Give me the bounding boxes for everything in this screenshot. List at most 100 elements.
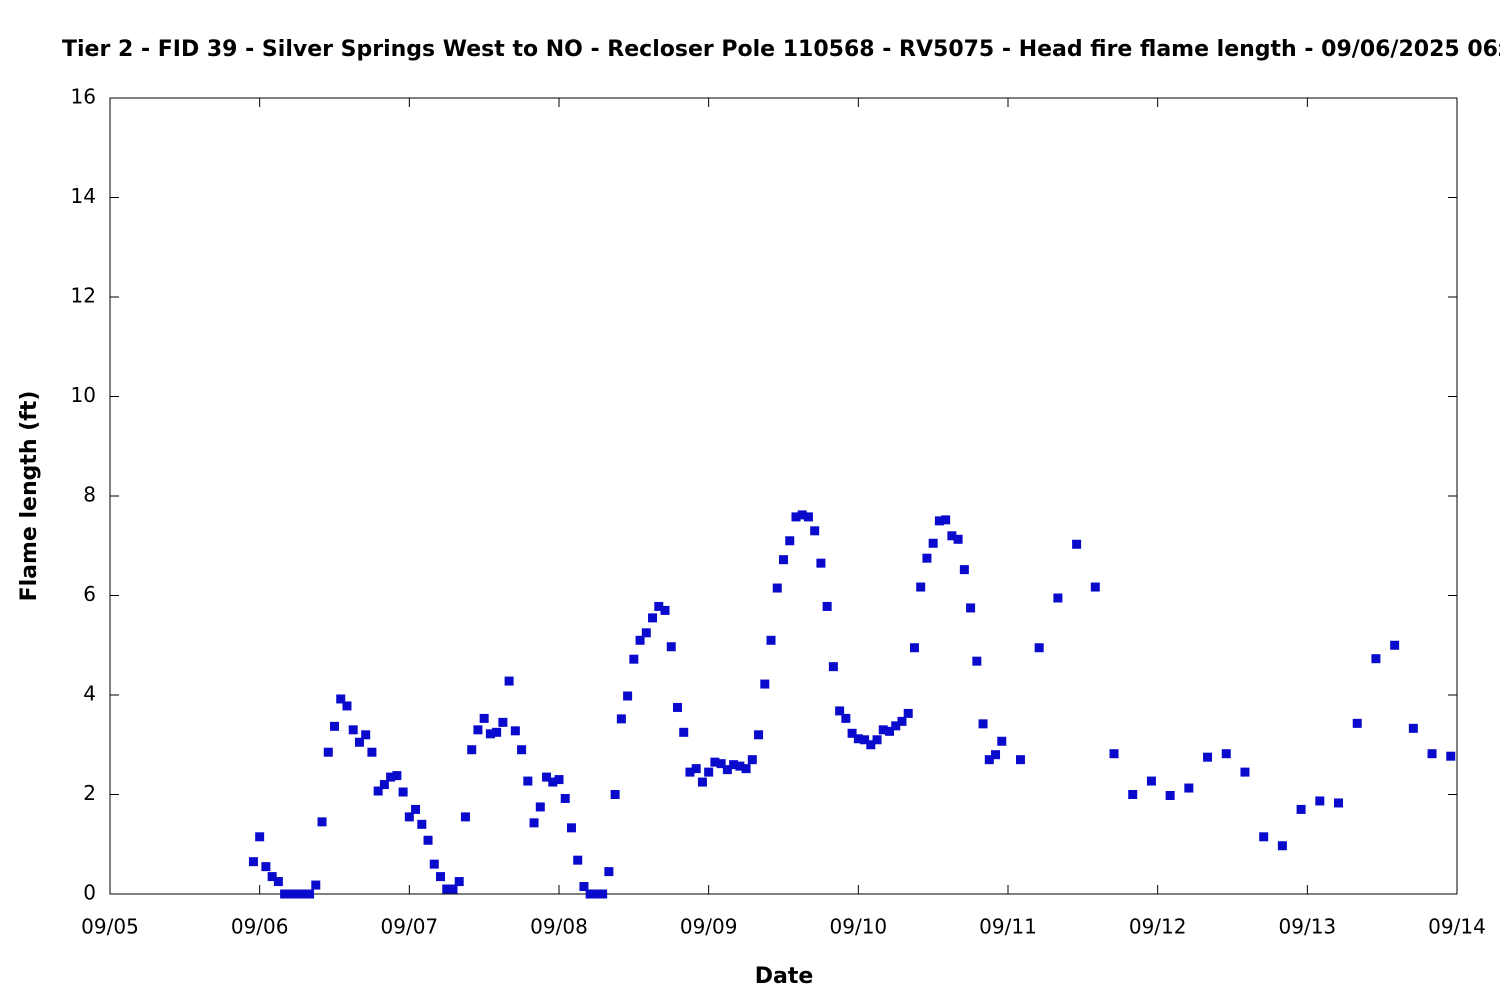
y-tick-label: 4: [83, 682, 96, 706]
point: [1334, 798, 1344, 808]
point: [330, 721, 339, 731]
point: [697, 777, 707, 787]
point: [1203, 752, 1213, 762]
y-tick-label: 0: [83, 881, 96, 905]
point: [566, 823, 576, 833]
point: [760, 679, 770, 689]
y-tick-label: 14: [71, 184, 96, 208]
point: [729, 760, 739, 770]
point: [835, 706, 845, 716]
point: [941, 515, 951, 525]
point: [454, 877, 464, 887]
point: [317, 817, 327, 827]
point: [442, 884, 452, 894]
point: [1146, 776, 1156, 786]
point: [754, 730, 764, 740]
point: [648, 613, 658, 623]
x-tick-label: 09/07: [381, 915, 439, 939]
point: [629, 654, 639, 664]
point: [641, 628, 651, 638]
point: [672, 702, 682, 712]
point: [305, 889, 315, 899]
point: [598, 889, 608, 899]
point: [1184, 783, 1194, 793]
point: [591, 889, 601, 899]
point: [685, 767, 695, 777]
point: [916, 582, 926, 592]
point: [828, 662, 838, 672]
point: [841, 713, 851, 723]
point: [386, 772, 396, 782]
point: [373, 786, 383, 796]
point: [323, 747, 333, 757]
x-tick-label: 09/09: [680, 915, 738, 939]
point: [267, 872, 277, 882]
point: [704, 767, 714, 777]
point: [660, 605, 670, 615]
point: [542, 772, 552, 782]
point: [517, 745, 527, 755]
point: [404, 812, 414, 822]
point: [398, 787, 408, 797]
point: [286, 889, 296, 899]
point: [1408, 723, 1418, 733]
point: [909, 643, 919, 653]
point: [966, 603, 976, 613]
point: [1221, 749, 1231, 759]
point: [1053, 593, 1063, 603]
point: [1128, 790, 1138, 799]
point: [885, 726, 895, 736]
point: [1427, 749, 1437, 759]
point: [510, 726, 520, 736]
y-tick-label: 10: [71, 383, 96, 407]
point: [934, 516, 944, 526]
x-tick-label: 09/12: [1129, 915, 1187, 939]
point: [604, 867, 614, 877]
point: [485, 729, 495, 739]
point: [616, 714, 626, 724]
point: [548, 777, 558, 787]
point: [523, 776, 533, 786]
point: [816, 558, 826, 568]
point: [411, 804, 421, 814]
point: [473, 725, 483, 735]
chart-title: Tier 2 - FID 39 - Silver Springs West to…: [62, 37, 1500, 62]
point: [972, 656, 982, 666]
point: [1352, 718, 1362, 728]
point: [479, 713, 489, 723]
point: [280, 889, 290, 899]
point: [1446, 751, 1456, 761]
point: [1165, 790, 1175, 800]
point: [623, 691, 633, 701]
point: [1296, 804, 1306, 814]
point: [1240, 767, 1250, 777]
point: [498, 717, 508, 727]
point: [467, 745, 477, 755]
point: [379, 780, 389, 790]
point: [635, 635, 645, 645]
point: [1015, 755, 1025, 765]
point: [654, 601, 664, 611]
point: [679, 727, 689, 737]
point: [311, 880, 321, 890]
point: [585, 889, 595, 899]
point: [922, 553, 932, 563]
point: [691, 764, 701, 774]
point: [361, 730, 371, 740]
point: [610, 790, 620, 799]
y-tick-label: 16: [71, 85, 96, 109]
plot-frame: [109, 97, 1458, 895]
y-tick-label: 12: [71, 284, 96, 308]
point: [1034, 643, 1044, 653]
point: [997, 736, 1007, 746]
point: [535, 802, 545, 812]
point: [666, 642, 676, 652]
x-tick-label: 09/11: [979, 915, 1037, 939]
point: [791, 512, 801, 522]
point: [853, 734, 863, 744]
point: [248, 857, 258, 867]
point: [947, 531, 957, 541]
point: [560, 793, 570, 803]
point: [1390, 640, 1400, 650]
point: [273, 877, 283, 887]
